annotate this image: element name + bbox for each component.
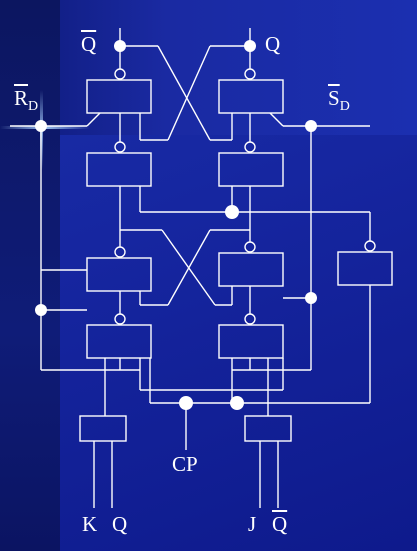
label-q-bottom: Q (112, 512, 128, 536)
label-cp: CP (172, 452, 198, 476)
label-rd-main: R (14, 86, 29, 110)
label-rd-sub: D (28, 99, 39, 114)
gate-row4-right (218, 324, 284, 359)
label-sd-main: S (328, 86, 340, 110)
label-q-bar-top: Q (81, 32, 97, 56)
gate-row2-right (218, 152, 284, 187)
gate-input-k (79, 415, 127, 442)
junction-dots (35, 40, 317, 410)
gate-row2-left (86, 152, 152, 187)
label-k: K (82, 512, 98, 536)
label-q-bar-bottom: Q (272, 512, 288, 536)
label-sd-sub: D (339, 99, 350, 114)
background-top (0, 0, 417, 135)
label-j: J (248, 512, 257, 536)
gate-row4-left (86, 324, 152, 359)
gate-row3-right (218, 252, 284, 287)
gate-input-j (244, 415, 292, 442)
label-rd: RD (14, 86, 38, 114)
label-sd: SD (328, 86, 350, 114)
background-left-band (0, 0, 60, 551)
gate-inverter (337, 251, 393, 286)
gate-row3-left (86, 257, 152, 292)
gate-top-left (86, 79, 152, 114)
gate-top-right (218, 79, 284, 114)
label-q-top: Q (265, 32, 281, 56)
